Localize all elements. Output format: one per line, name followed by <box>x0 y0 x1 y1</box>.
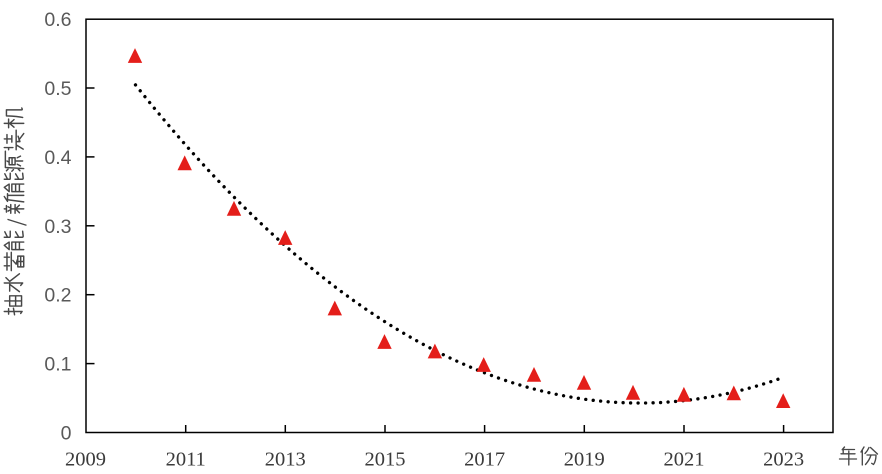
svg-text:2009: 2009 <box>65 449 106 471</box>
svg-text:2013: 2013 <box>265 449 306 471</box>
svg-text:0.5: 0.5 <box>44 78 71 100</box>
svg-text:2023: 2023 <box>763 449 804 471</box>
svg-text:2021: 2021 <box>664 449 705 471</box>
svg-text:2017: 2017 <box>464 449 505 471</box>
svg-text:2015: 2015 <box>365 449 406 471</box>
svg-text:2019: 2019 <box>564 449 605 471</box>
svg-text:0: 0 <box>61 423 72 445</box>
svg-text:0.6: 0.6 <box>44 9 71 31</box>
svg-text:0.1: 0.1 <box>44 354 71 376</box>
svg-text:0.2: 0.2 <box>44 285 71 307</box>
svg-text:0.3: 0.3 <box>44 216 71 238</box>
svg-text:2011: 2011 <box>166 449 206 471</box>
svg-text:0.4: 0.4 <box>44 147 71 169</box>
